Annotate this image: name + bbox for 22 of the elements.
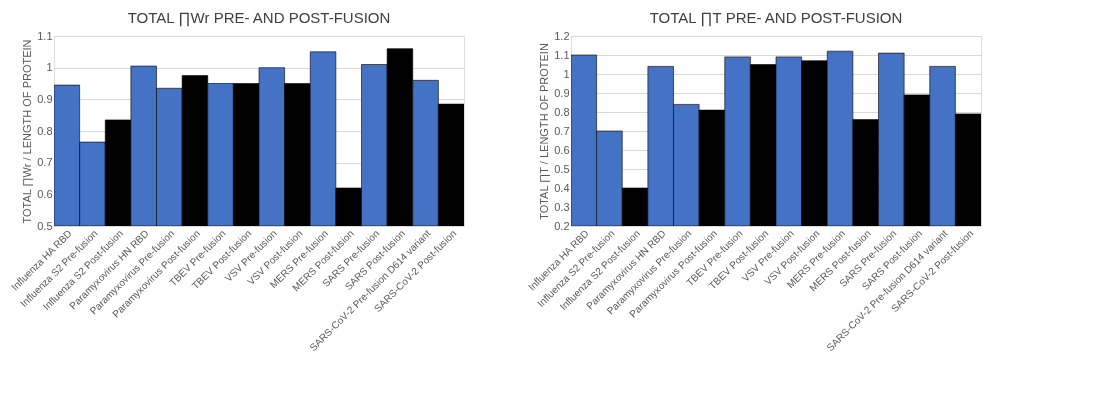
y-tick-label: 0.9 [554, 86, 570, 99]
chart-title: TOTAL ∏T PRE- AND POST-FUSION [649, 9, 903, 27]
chart-title: TOTAL ∏Wr PRE- AND POST-FUSION [127, 9, 391, 27]
y-tick-label: 0.4 [554, 181, 570, 194]
y-tick-label: 0.7 [554, 124, 570, 137]
y-tick-label: 0.8 [554, 105, 570, 118]
y-tick-label: 0.5 [37, 219, 53, 232]
y-tick-label: 0.2 [554, 219, 570, 232]
y-tick-label: 1 [563, 67, 570, 80]
y-tick-label: 1 [46, 61, 53, 74]
y-tick-label: 0.6 [554, 143, 570, 156]
y-tick-label: 0.3 [554, 200, 570, 213]
y-tick-label: 0.5 [554, 162, 570, 175]
y-axis-title: TOTAL ∏Wr / LENGTH OF PROTEIN [21, 39, 35, 224]
y-tick-label: 0.9 [37, 92, 53, 105]
y-tick-label: 1.2 [554, 29, 570, 42]
y-tick-label: 1.1 [554, 48, 570, 61]
y-axis-title: TOTAL ∏T / LENGTH OF PROTEIN [538, 43, 552, 220]
y-tick-label: 0.8 [37, 124, 53, 137]
y-tick-label: 1.1 [37, 29, 53, 42]
y-tick-label: 0.7 [37, 156, 53, 169]
y-tick-label: 0.6 [37, 187, 53, 200]
